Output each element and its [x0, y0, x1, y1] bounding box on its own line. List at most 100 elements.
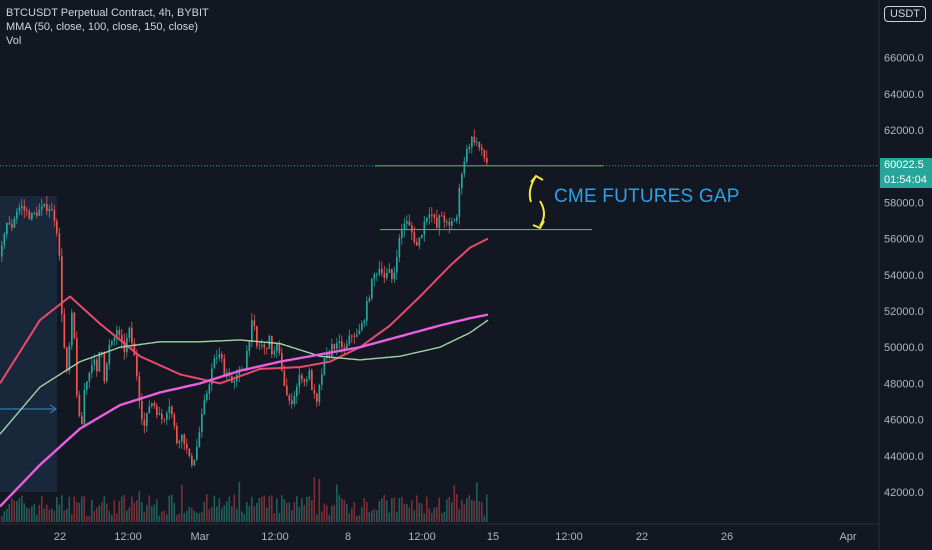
volume-bar — [171, 494, 173, 522]
candle — [341, 341, 343, 348]
volume-bar — [71, 514, 73, 522]
volume-bar — [21, 495, 23, 522]
candle — [221, 354, 223, 359]
candle — [316, 393, 318, 403]
volume-bar — [413, 510, 416, 522]
volume-bar — [321, 511, 323, 522]
candle — [386, 272, 388, 278]
candle — [133, 343, 136, 356]
volume-bar — [123, 495, 126, 522]
gap-arrow[interactable] — [528, 175, 545, 227]
candle — [111, 341, 113, 345]
candle — [86, 381, 88, 390]
mma-indicator-label[interactable]: MMA (50, close, 100, close, 150, close) — [6, 21, 198, 33]
candle — [263, 344, 266, 348]
candle — [121, 334, 123, 342]
volume-bar — [366, 501, 368, 522]
candle — [328, 353, 331, 357]
volume-bar — [223, 505, 226, 522]
candle — [193, 459, 196, 466]
candle — [428, 214, 431, 218]
price-tick-label: 52000.0 — [884, 306, 924, 318]
candle — [73, 312, 76, 339]
candle — [186, 444, 188, 449]
volume-bar — [28, 508, 31, 522]
candle — [411, 225, 413, 233]
volume-bar — [266, 507, 268, 522]
volume-bar — [233, 494, 236, 522]
volume-bar — [16, 500, 18, 522]
volume-bar — [243, 513, 246, 522]
volume-bar — [353, 501, 356, 522]
currency-button[interactable]: USDT — [884, 6, 926, 22]
volume-indicator-label[interactable]: Vol — [6, 35, 22, 47]
volume-bar — [181, 484, 183, 522]
volume-bar — [51, 508, 53, 522]
volume-bar — [446, 499, 448, 522]
candle — [201, 414, 203, 432]
price-tick-label: 64000.0 — [884, 89, 924, 101]
volume-bar — [246, 502, 248, 522]
candle — [306, 379, 308, 382]
candle — [426, 217, 428, 222]
volume-bar — [471, 499, 473, 522]
candle — [351, 335, 353, 337]
candle — [398, 238, 401, 258]
volume-bar — [411, 500, 413, 522]
candle — [203, 400, 206, 415]
candle — [461, 174, 463, 189]
candle — [456, 216, 458, 221]
volume-bar — [303, 504, 306, 522]
volume-bar — [36, 514, 38, 522]
annotation-text[interactable]: CME FUTURES GAP — [554, 186, 740, 207]
candle — [11, 224, 13, 228]
volume-bar — [378, 501, 381, 522]
volume-bar — [461, 500, 463, 522]
volume-bar — [211, 506, 213, 522]
volume-bar — [486, 494, 488, 522]
candle — [78, 395, 81, 417]
volume-bar — [11, 498, 13, 522]
volume-bar — [293, 502, 296, 522]
candle — [476, 141, 478, 143]
volume-bar — [373, 509, 376, 522]
candle — [181, 434, 183, 442]
candle — [463, 161, 466, 175]
volume-bar — [156, 499, 158, 522]
candle — [401, 229, 403, 239]
candle — [408, 221, 411, 226]
candle — [188, 448, 191, 456]
volume-bar — [481, 502, 483, 522]
volume-bar — [33, 503, 36, 522]
candle — [373, 274, 376, 279]
time-tick-label: 8 — [345, 531, 351, 543]
candle — [381, 268, 383, 274]
volume-bar — [218, 498, 221, 522]
highlight-zone — [0, 196, 57, 492]
volume-bar — [468, 495, 471, 522]
volume-bar — [78, 502, 81, 522]
volume-bar — [18, 498, 21, 522]
candle — [93, 359, 96, 366]
volume-bar — [286, 502, 288, 522]
candle — [28, 211, 31, 220]
volume-bar — [151, 506, 153, 522]
volume-bar — [308, 496, 311, 522]
candle — [251, 320, 253, 341]
symbol-title[interactable]: BTCUSDT Perpetual Contract, 4h, BYBIT — [6, 7, 209, 19]
candle — [13, 218, 16, 228]
candle — [71, 312, 73, 346]
ma50-line — [0, 237, 489, 385]
candle — [448, 221, 451, 226]
volume-bar — [73, 496, 76, 522]
candle — [336, 343, 338, 349]
candle — [136, 355, 138, 377]
candle — [366, 301, 368, 321]
candle — [346, 344, 348, 350]
volume-bar — [128, 507, 131, 522]
candle — [266, 347, 268, 349]
volume-bar — [301, 498, 303, 522]
volume-bar — [13, 500, 16, 522]
volume-bar — [336, 484, 338, 522]
